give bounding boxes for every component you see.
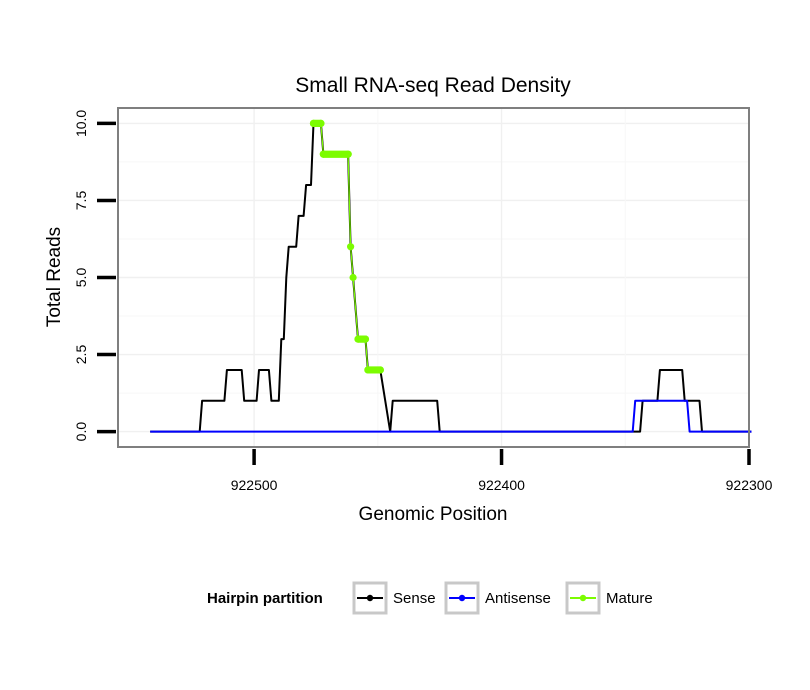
- legend-item-sense: Sense: [352, 581, 436, 615]
- mature-point: [344, 150, 352, 158]
- series-antisense-line: [150, 399, 752, 433]
- x-tick-label: 922400: [478, 477, 525, 493]
- x-axis: 922500 922400 922300: [231, 449, 773, 493]
- plot-panel-border: [117, 107, 750, 448]
- legend-label-antisense: Antisense: [485, 590, 551, 607]
- y-axis-label: Total Reads: [44, 227, 65, 327]
- y-tick-label: 10.0: [73, 110, 89, 137]
- mature-point: [349, 273, 357, 282]
- legend: Hairpin partition Sense Antisense Mature: [207, 581, 653, 615]
- y-tick-label: 5.0: [73, 268, 89, 288]
- x-tick-label: 922300: [726, 477, 773, 493]
- chart-title: Small RNA-seq Read Density: [295, 74, 571, 97]
- y-tick-label: 2.5: [73, 345, 89, 365]
- y-tick-label: 0.0: [73, 422, 89, 442]
- x-axis-label: Genomic Position: [359, 504, 508, 525]
- mature-point: [347, 243, 355, 251]
- series-mature: [309, 119, 384, 374]
- y-axis: 0.0 2.5 5.0 7.5 10.0: [73, 110, 116, 442]
- series-layer: [150, 119, 752, 433]
- mature-point: [376, 366, 384, 374]
- legend-key-point: [579, 594, 587, 602]
- legend-label-mature: Mature: [606, 590, 653, 607]
- y-tick-label: 7.5: [73, 191, 89, 211]
- legend-item-mature: Mature: [565, 581, 653, 615]
- x-tick-label: 922500: [231, 477, 278, 493]
- legend-label-sense: Sense: [393, 590, 436, 607]
- mature-point: [317, 119, 325, 128]
- mature-point: [361, 335, 370, 343]
- legend-key-point: [366, 594, 374, 602]
- legend-title: Hairpin partition: [207, 590, 323, 607]
- series-mature-line: [313, 122, 381, 371]
- legend-item-antisense: Antisense: [444, 581, 551, 615]
- grid-lines: [118, 108, 750, 447]
- legend-key-point: [458, 594, 466, 602]
